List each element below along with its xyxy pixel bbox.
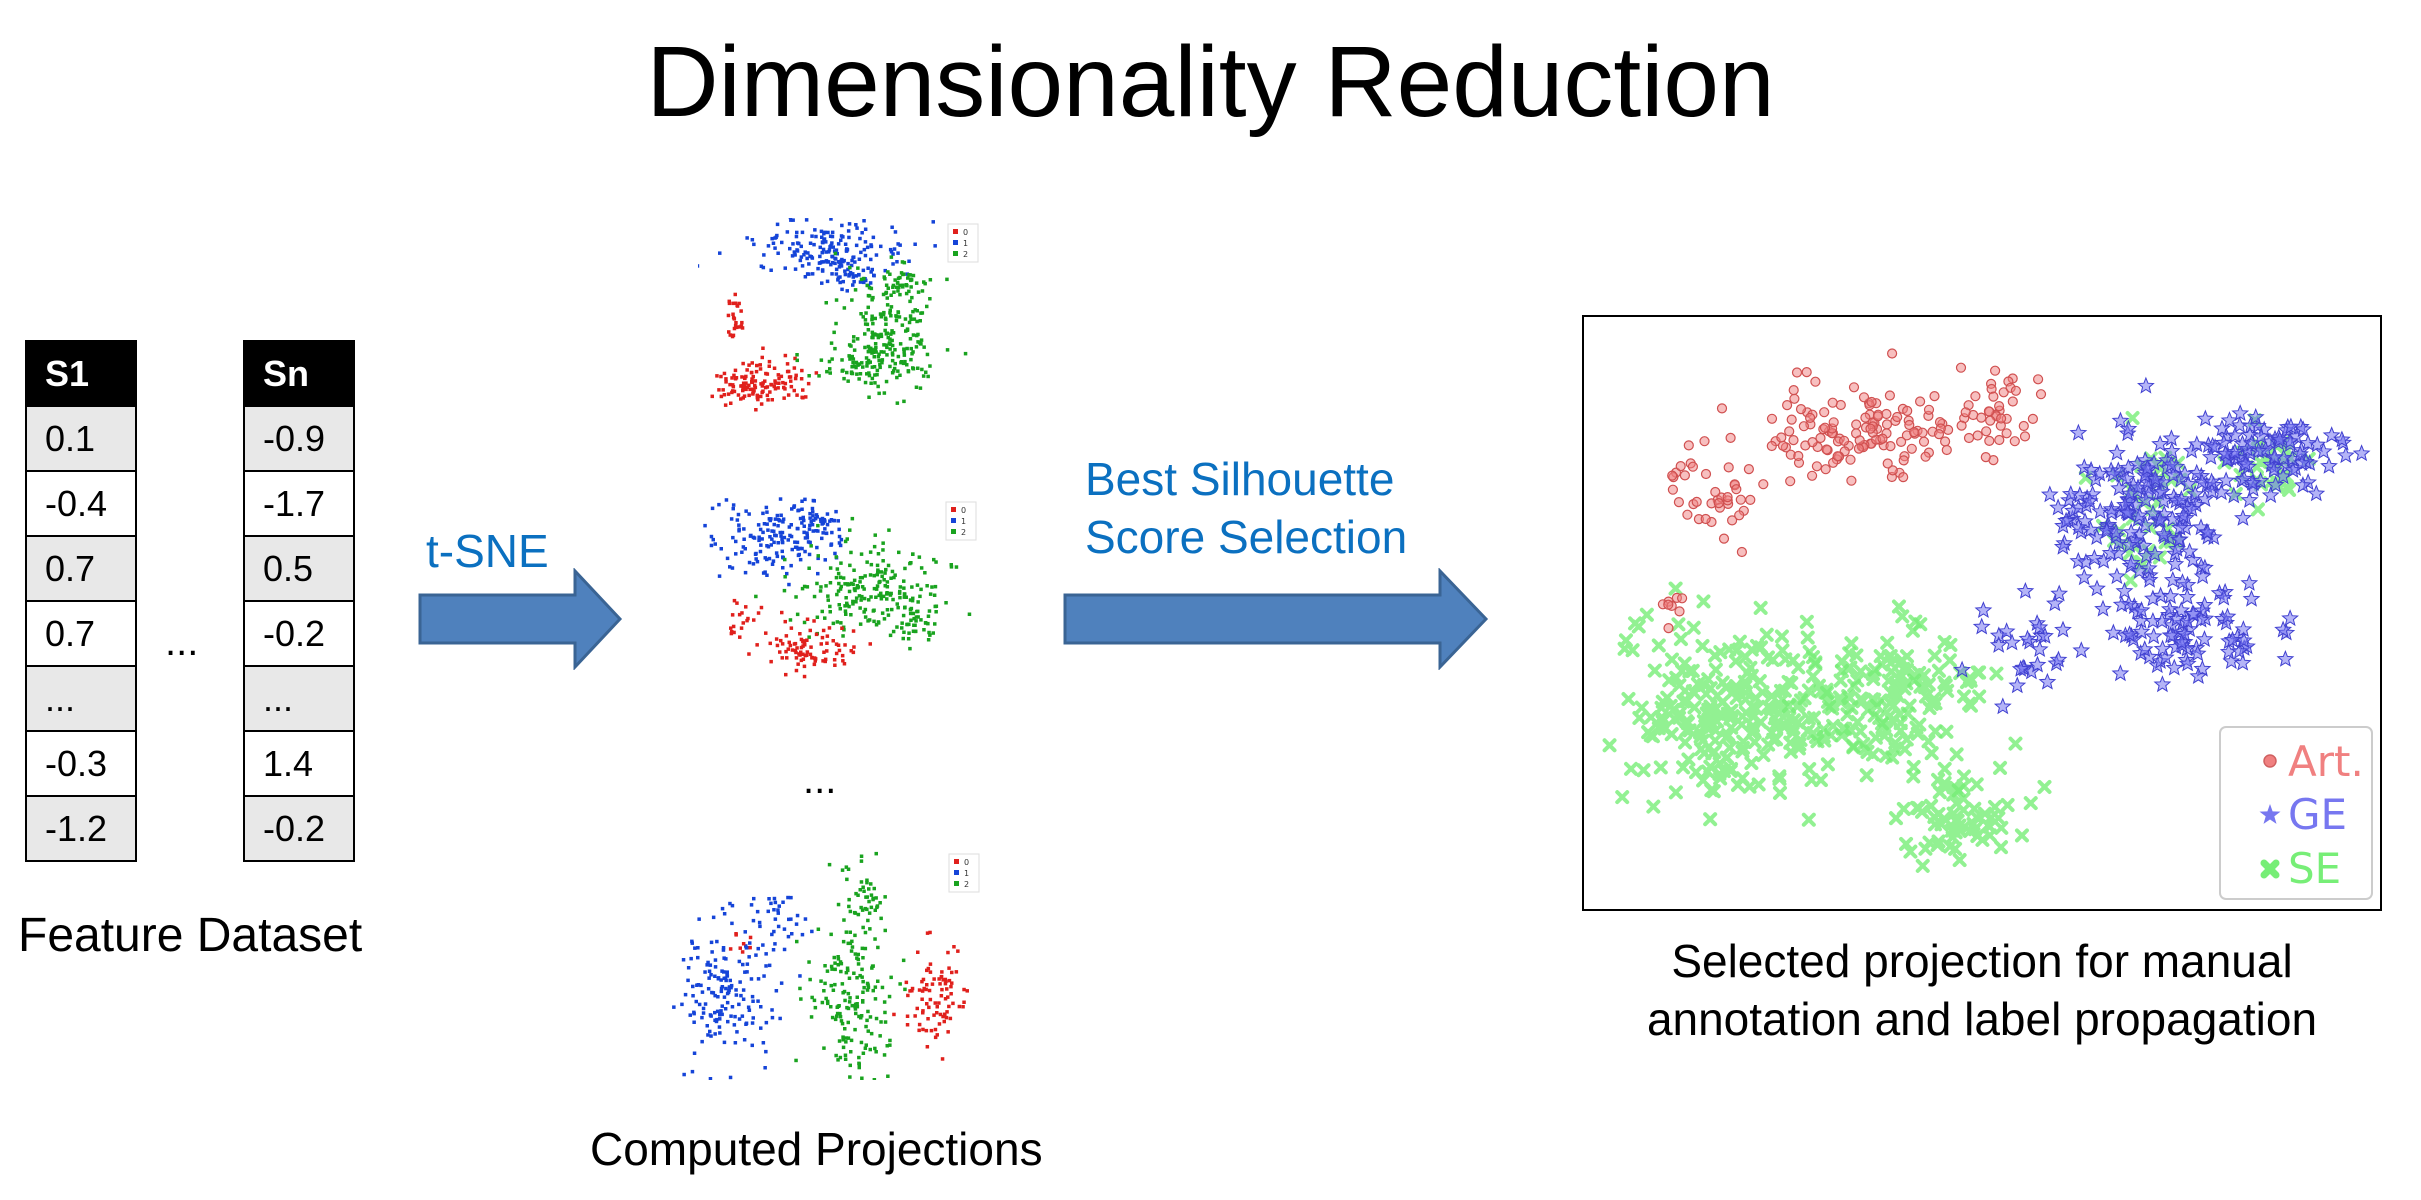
table-cell: 1.4 (243, 730, 355, 797)
mini-legend-label: 2 (961, 528, 966, 537)
cluster-points (892, 930, 969, 1061)
feature-column-s1: S1 0.1 -0.4 0.7 0.7... -0.3 -1.2 (25, 340, 137, 862)
projection-plot-1: 0 1 2 (698, 218, 979, 412)
selection-arrow (1063, 568, 1489, 670)
cluster-points (795, 332, 932, 390)
cluster-points (728, 932, 753, 954)
legend-star-icon (2259, 804, 2281, 824)
mini-legend: 0 1 2 (948, 853, 980, 893)
tsne-arrow (418, 568, 623, 670)
computed-projections-caption: Computed Projections (590, 1123, 1043, 1175)
table-cell: -1.2 (25, 795, 137, 862)
mini-legend-label: 0 (963, 228, 968, 237)
mini-legend-label: 0 (964, 858, 969, 867)
legend-label-se: SE (2288, 844, 2341, 893)
legend-label-art: Art. (2288, 737, 2364, 786)
mini-legend-label: 1 (961, 517, 966, 526)
legend-x-icon (2260, 859, 2280, 879)
column-header: S1 (25, 340, 137, 407)
mini-legend: 0 1 2 (947, 223, 979, 263)
table-cell: 0.7 (25, 535, 137, 602)
se-cluster (1888, 724, 2052, 873)
cluster-points (703, 497, 844, 587)
mini-legend-label: 1 (964, 869, 969, 878)
projection-plot-2: 0 1 2 (703, 497, 977, 679)
selected-projection-points (1602, 348, 2371, 873)
ge-cluster (1953, 581, 2072, 715)
legend-circle-icon (2263, 754, 2277, 768)
art-cluster (1955, 362, 2047, 466)
selection-label-line2: Score Selection (1085, 511, 1408, 563)
table-cell: ... (243, 665, 355, 732)
art-cluster (1657, 592, 1688, 634)
table-cell: -0.2 (243, 795, 355, 862)
selected-projection-legend: Art. GE SE (2219, 726, 2373, 900)
projections-ellipsis: ... (803, 758, 837, 802)
cluster-points (721, 895, 814, 959)
mini-legend: 0 1 2 (945, 501, 977, 541)
art-cluster (1716, 348, 1983, 490)
cluster-points (794, 909, 907, 1080)
table-cell: 0.5 (243, 535, 355, 602)
feature-column-sn: Sn -0.9 -1.7 0.5 -0.2... 1.4 -0.2 (243, 340, 355, 862)
table-cell: -1.7 (243, 470, 355, 537)
art-cluster (1667, 432, 1756, 558)
legend-label-ge: GE (2288, 790, 2347, 839)
selected-projection-plot: Art. GE SE (1582, 315, 2382, 911)
table-cell: -0.2 (243, 600, 355, 667)
selected-caption-line2: annotation and label propagation (1646, 993, 2318, 1045)
cluster-points (672, 903, 802, 1080)
cluster-points (710, 374, 765, 407)
cluster-points (819, 251, 968, 405)
selection-label-line1: Best Silhouette (1085, 453, 1395, 505)
cluster-points (729, 598, 764, 656)
columns-ellipsis: ... (165, 620, 199, 664)
cluster-points (755, 610, 872, 679)
mini-legend-label: 2 (964, 880, 969, 889)
ge-cluster (2040, 376, 2252, 674)
ge-cluster (2049, 570, 2299, 693)
cluster-points (882, 260, 933, 297)
feature-dataset-caption: Feature Dataset (18, 909, 363, 962)
table-cell: 0.7 (25, 600, 137, 667)
table-cell: -0.9 (243, 405, 355, 472)
cluster-points (805, 254, 876, 293)
cluster-points (827, 851, 887, 975)
mini-legend-label: 2 (963, 250, 968, 259)
ge-cluster (2179, 404, 2371, 508)
table-cell: ... (25, 665, 137, 732)
se-cluster (1602, 581, 1928, 827)
cluster-points (726, 292, 745, 339)
table-cell: -0.3 (25, 730, 137, 797)
mini-legend-label: 1 (963, 239, 968, 248)
selected-caption-line1: Selected projection for manual (1671, 935, 2293, 987)
cluster-points (787, 498, 842, 546)
se-cluster (1781, 599, 2004, 827)
mini-legend-label: 0 (961, 506, 966, 515)
tsne-label: t-SNE (426, 525, 549, 577)
table-cell: 0.1 (25, 405, 137, 472)
projection-plot-3: 0 1 2 (672, 851, 980, 1080)
column-header: Sn (243, 340, 355, 407)
table-cell: -0.4 (25, 470, 137, 537)
cluster-points (867, 585, 948, 651)
page-title: Dimensionality Reduction (646, 26, 1775, 138)
